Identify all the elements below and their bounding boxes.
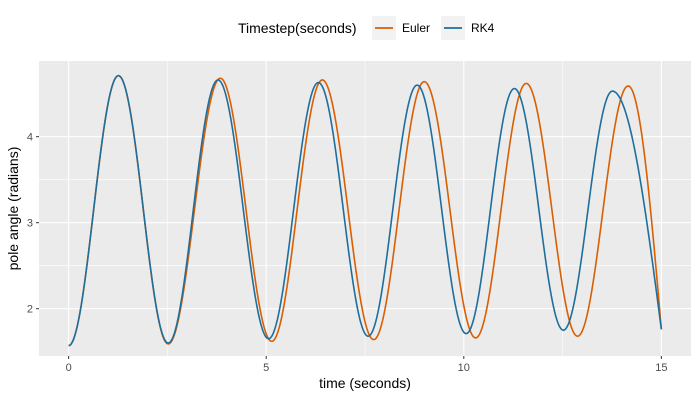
series-line-euler <box>68 74 663 347</box>
x-axis-title: time (seconds) <box>319 375 411 391</box>
series-lines <box>68 74 663 347</box>
legend-title: Timestep(seconds) <box>238 20 357 36</box>
series-line-rk4 <box>68 74 663 347</box>
y-tick-label: 2 <box>27 304 33 316</box>
axis-ticks: 0 5 10 15 2 3 4 <box>27 132 668 374</box>
legend: Timestep(seconds) Euler RK4 <box>238 16 495 40</box>
grid-lines <box>39 61 691 356</box>
x-tick-label: 5 <box>263 362 269 374</box>
x-tick-label: 10 <box>458 362 470 374</box>
y-tick-label: 3 <box>27 218 33 230</box>
y-tick-label: 4 <box>27 132 33 144</box>
x-tick-label: 15 <box>655 362 667 374</box>
legend-label-rk4: RK4 <box>471 21 495 35</box>
x-tick-label: 0 <box>66 362 72 374</box>
legend-label-euler: Euler <box>402 21 430 35</box>
y-axis-title: pole angle (radians) <box>5 147 21 271</box>
